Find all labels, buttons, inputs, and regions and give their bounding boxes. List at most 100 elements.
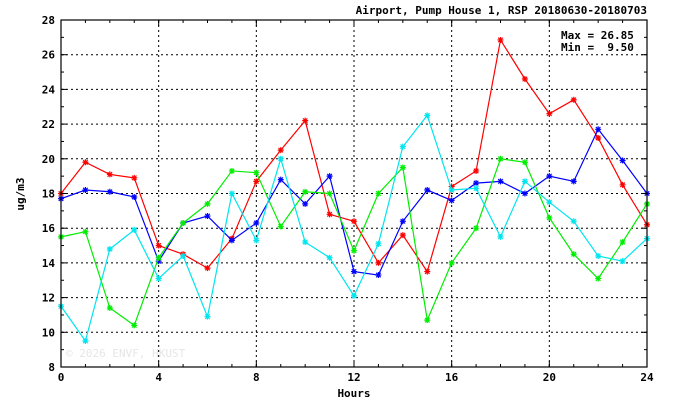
data-point-marker (155, 258, 162, 265)
data-point-marker (570, 178, 577, 185)
data-point-marker (619, 258, 626, 265)
x-tick-label: 0 (58, 371, 65, 384)
data-point-marker (546, 173, 553, 180)
data-point-marker (228, 190, 235, 197)
data-point-marker (106, 188, 113, 195)
data-point-marker (131, 226, 138, 233)
x-tick-label: 20 (543, 371, 556, 384)
data-point-marker (595, 275, 602, 282)
x-tick-label: 12 (347, 371, 360, 384)
data-point-marker (131, 193, 138, 200)
data-point-marker (497, 178, 504, 185)
data-point-marker (473, 167, 480, 174)
data-point-marker (82, 228, 89, 235)
data-point-marker (277, 155, 284, 162)
x-tick-label: 8 (253, 371, 260, 384)
data-point-marker (546, 110, 553, 117)
data-point-marker (546, 199, 553, 206)
data-point-marker (82, 159, 89, 166)
data-point-marker (131, 174, 138, 181)
watermark: © 2026 ENVF, HKUST (66, 347, 186, 360)
x-tick-label: 24 (640, 371, 654, 384)
data-point-marker (521, 75, 528, 82)
data-point-marker (595, 126, 602, 133)
data-point-marker (399, 218, 406, 225)
data-point-marker (424, 268, 431, 275)
data-point-marker (473, 180, 480, 187)
data-point-marker (106, 305, 113, 312)
y-tick-label: 14 (42, 257, 56, 270)
series-layer (58, 36, 650, 344)
grid-layer (61, 20, 647, 367)
data-point-marker (473, 185, 480, 192)
data-point-marker (204, 265, 211, 272)
y-tick-label: 26 (42, 49, 56, 62)
data-point-marker (155, 254, 162, 261)
max-label: Max = 26.85 (561, 29, 634, 42)
x-tick-label: 4 (155, 371, 162, 384)
data-point-marker (546, 214, 553, 221)
data-point-marker (375, 190, 382, 197)
data-point-marker (351, 268, 357, 275)
data-point-marker (521, 178, 528, 185)
min-label: Min = 9.50 (561, 41, 634, 54)
data-point-marker (155, 275, 162, 282)
data-point-marker (253, 219, 260, 226)
data-point-marker (82, 337, 89, 344)
data-point-marker (155, 242, 162, 249)
data-point-marker (448, 187, 455, 194)
data-point-marker (326, 211, 333, 218)
data-point-marker (204, 200, 211, 207)
data-point-marker (399, 164, 406, 171)
data-point-marker (570, 218, 577, 225)
data-point-marker (277, 176, 284, 183)
data-point-marker (375, 259, 382, 266)
data-point-marker (399, 232, 406, 239)
y-tick-label: 28 (42, 14, 55, 27)
data-point-marker (131, 322, 138, 329)
data-point-marker (473, 225, 480, 232)
data-point-marker (570, 96, 577, 103)
data-point-marker (204, 213, 211, 220)
data-point-marker (497, 36, 504, 43)
data-point-marker (253, 237, 260, 244)
data-point-marker (570, 251, 577, 258)
x-tick-label: 16 (445, 371, 459, 384)
data-point-marker (375, 240, 382, 247)
y-tick-label: 12 (42, 292, 55, 305)
data-point-marker (253, 169, 260, 176)
y-tick-label: 18 (42, 188, 55, 201)
data-point-marker (351, 218, 357, 225)
data-point-marker (180, 252, 187, 259)
y-tick-label: 16 (42, 222, 56, 235)
data-point-marker (521, 190, 528, 197)
data-point-marker (399, 143, 406, 150)
data-point-marker (302, 117, 309, 124)
data-point-marker (106, 246, 113, 253)
data-point-marker (375, 272, 382, 279)
plot-frame (60, 19, 648, 368)
data-point-marker (595, 134, 602, 141)
data-point-marker (424, 317, 431, 324)
data-point-marker (204, 313, 211, 320)
data-point-marker (326, 173, 333, 180)
y-tick-label: 10 (42, 326, 55, 339)
y-tick-label: 8 (48, 361, 55, 374)
data-point-marker (521, 159, 528, 166)
y-tick-label: 22 (42, 118, 55, 131)
data-point-marker (302, 188, 309, 195)
data-point-marker (497, 155, 504, 162)
data-point-marker (351, 247, 357, 254)
y-tick-label: 20 (42, 153, 55, 166)
x-axis-label: Hours (337, 387, 370, 400)
data-point-marker (424, 112, 431, 119)
data-point-marker (424, 187, 431, 194)
series-line (60, 114, 648, 343)
data-point-marker (180, 219, 187, 226)
data-point-marker (448, 259, 455, 266)
data-point-marker (448, 183, 455, 190)
data-point-marker (302, 200, 309, 207)
chart-title: Airport, Pump House 1, RSP 20180630-2018… (356, 4, 647, 17)
